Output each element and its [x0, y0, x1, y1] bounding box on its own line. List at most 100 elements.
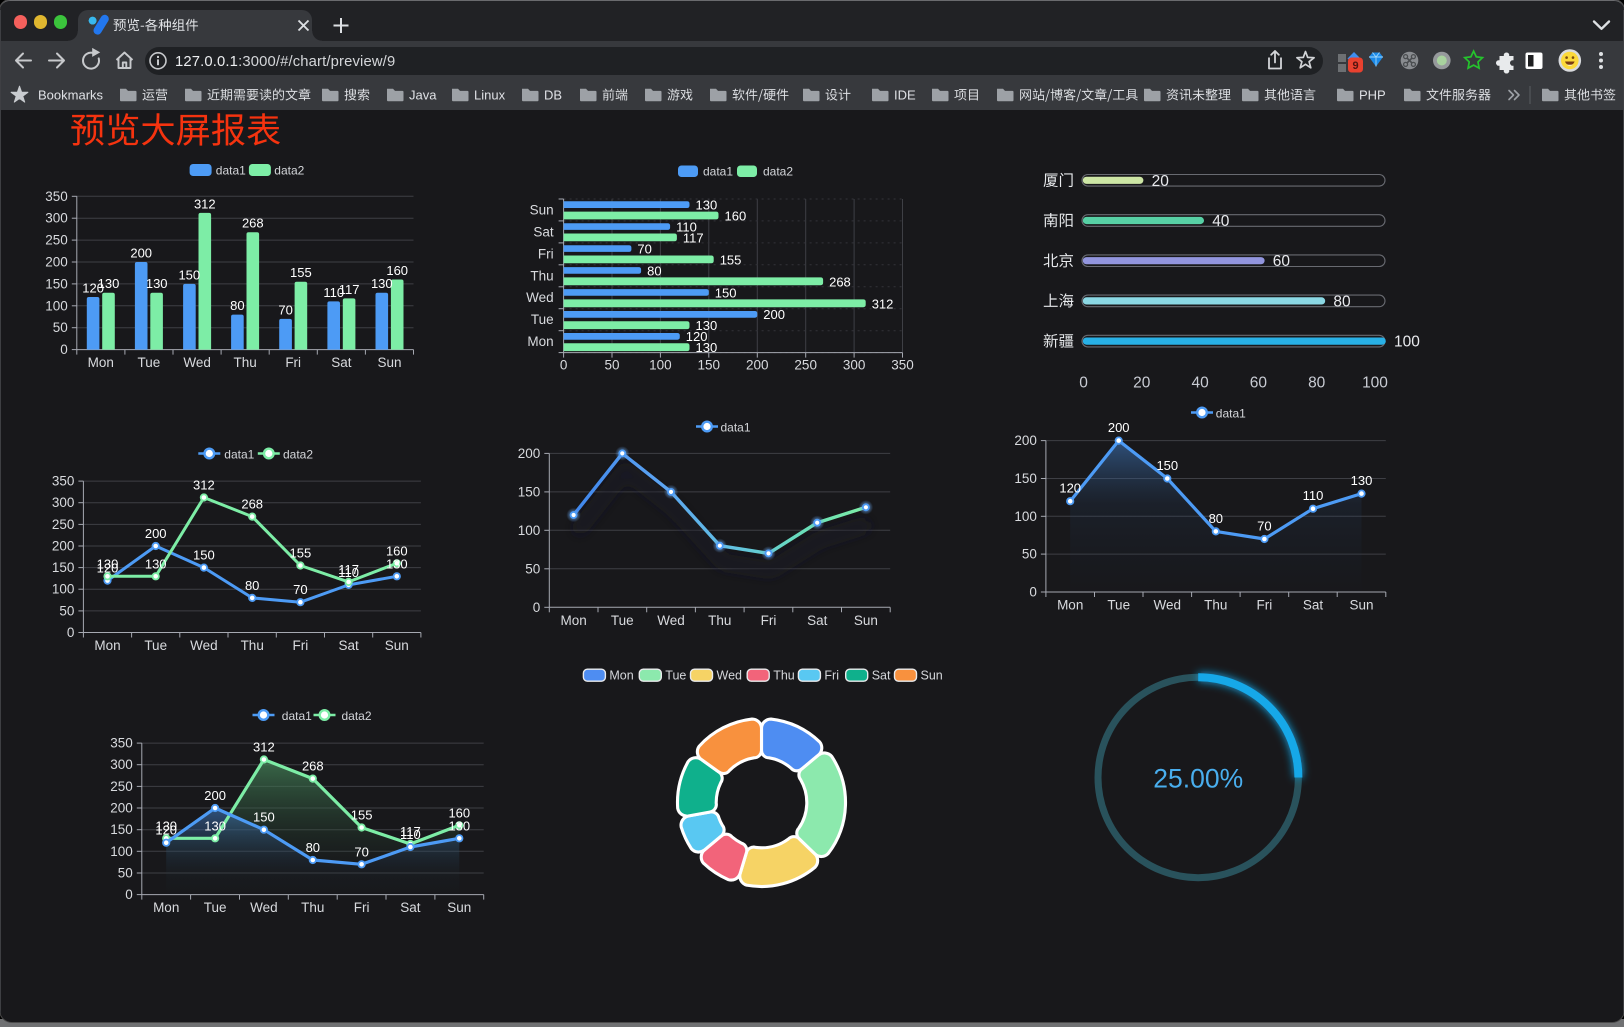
svg-text:268: 268: [829, 274, 851, 289]
svg-text:Thu: Thu: [301, 900, 324, 915]
svg-text:Sat: Sat: [331, 355, 352, 370]
svg-text:110: 110: [676, 219, 697, 234]
svg-text:data2: data2: [283, 447, 313, 461]
svg-text:130: 130: [1351, 473, 1373, 488]
svg-text:300: 300: [843, 358, 866, 373]
svg-text:130: 130: [204, 818, 226, 833]
svg-text:data2: data2: [342, 709, 372, 723]
svg-text:200: 200: [763, 307, 785, 322]
svg-text:268: 268: [242, 216, 264, 231]
svg-text:Java: Java: [409, 88, 437, 103]
svg-text:50: 50: [525, 561, 540, 576]
svg-text:Thu: Thu: [708, 613, 731, 628]
svg-text:40: 40: [1191, 375, 1209, 392]
svg-text:160: 160: [725, 209, 747, 224]
svg-text:200: 200: [130, 246, 152, 261]
svg-text:100: 100: [518, 523, 541, 538]
svg-text:Sun: Sun: [447, 900, 471, 915]
svg-text:80: 80: [230, 298, 244, 313]
svg-text:Mon: Mon: [153, 900, 179, 915]
svg-text:Fri: Fri: [293, 638, 309, 653]
svg-text:Sun: Sun: [530, 203, 554, 218]
svg-text:50: 50: [118, 866, 133, 881]
svg-text:Sat: Sat: [338, 638, 359, 653]
svg-text:data1: data1: [721, 420, 751, 434]
svg-text:150: 150: [178, 267, 200, 282]
svg-text:Tue: Tue: [204, 900, 227, 915]
svg-text:Thu: Thu: [530, 268, 553, 283]
svg-text:Sat: Sat: [872, 669, 891, 683]
svg-text:Wed: Wed: [1154, 598, 1182, 613]
svg-text:200: 200: [1108, 420, 1130, 435]
svg-text:350: 350: [891, 358, 914, 373]
svg-text:50: 50: [604, 358, 619, 373]
svg-text:80: 80: [1308, 375, 1326, 392]
svg-text:300: 300: [110, 757, 133, 772]
svg-text:50: 50: [53, 320, 68, 335]
svg-text:Fri: Fri: [1257, 598, 1273, 613]
svg-text:Thu: Thu: [1204, 598, 1227, 613]
svg-text:100: 100: [1394, 334, 1420, 351]
svg-text:Sun: Sun: [377, 355, 401, 370]
svg-text:200: 200: [145, 526, 167, 541]
svg-text:70: 70: [1257, 519, 1271, 534]
svg-text:350: 350: [110, 736, 133, 751]
svg-text:155: 155: [720, 252, 742, 267]
svg-text:0: 0: [533, 600, 541, 615]
svg-text:100: 100: [649, 358, 672, 373]
svg-text:data2: data2: [763, 165, 793, 179]
svg-text:110: 110: [400, 827, 421, 842]
svg-text:117: 117: [683, 230, 704, 245]
svg-text:268: 268: [302, 759, 324, 774]
svg-text:150: 150: [45, 276, 68, 291]
svg-text:20: 20: [1152, 173, 1170, 190]
svg-text:117: 117: [338, 562, 359, 577]
svg-text:Tue: Tue: [138, 355, 161, 370]
svg-text:80: 80: [647, 263, 661, 278]
svg-text:155: 155: [351, 808, 373, 823]
svg-text:0: 0: [60, 342, 68, 357]
svg-text:130: 130: [696, 198, 718, 213]
svg-text:200: 200: [518, 446, 541, 461]
svg-text:70: 70: [293, 582, 307, 597]
svg-text:110: 110: [323, 285, 344, 300]
svg-text:Fri: Fri: [761, 613, 777, 628]
svg-text:80: 80: [1209, 511, 1223, 526]
svg-text:Mon: Mon: [94, 638, 120, 653]
svg-text:200: 200: [110, 801, 133, 816]
svg-text:350: 350: [52, 474, 75, 489]
svg-text:130: 130: [696, 340, 718, 355]
svg-text:130: 130: [145, 556, 167, 571]
svg-text:120: 120: [155, 823, 177, 838]
svg-text:350: 350: [45, 189, 68, 204]
svg-text:0: 0: [1079, 375, 1088, 392]
svg-text:Bookmarks: Bookmarks: [38, 88, 104, 103]
svg-text:50: 50: [59, 603, 74, 618]
svg-text:150: 150: [1014, 471, 1037, 486]
svg-text:data1: data1: [216, 164, 246, 178]
svg-text:data1: data1: [282, 709, 312, 723]
svg-text:250: 250: [110, 779, 133, 794]
svg-text:100: 100: [110, 844, 133, 859]
svg-text:150: 150: [253, 810, 275, 825]
svg-text:120: 120: [686, 329, 708, 344]
svg-text:130: 130: [98, 276, 120, 291]
svg-text:Sun: Sun: [385, 638, 409, 653]
svg-text:155: 155: [290, 265, 312, 280]
svg-text:100: 100: [1014, 509, 1037, 524]
svg-text:130: 130: [146, 276, 168, 291]
svg-text:150: 150: [52, 560, 75, 575]
svg-text:200: 200: [52, 539, 75, 554]
svg-text:Tue: Tue: [611, 613, 634, 628]
svg-text:80: 80: [1333, 293, 1351, 310]
svg-text:Thu: Thu: [233, 355, 256, 370]
svg-text:300: 300: [52, 495, 75, 510]
svg-text:Wed: Wed: [190, 638, 218, 653]
svg-text:Linux: Linux: [474, 88, 506, 103]
svg-text:150: 150: [110, 822, 133, 837]
svg-text:Fri: Fri: [354, 900, 370, 915]
svg-text:Wed: Wed: [717, 669, 743, 683]
svg-text:40: 40: [1212, 213, 1230, 230]
svg-text:0: 0: [125, 887, 133, 902]
svg-text:250: 250: [45, 233, 68, 248]
